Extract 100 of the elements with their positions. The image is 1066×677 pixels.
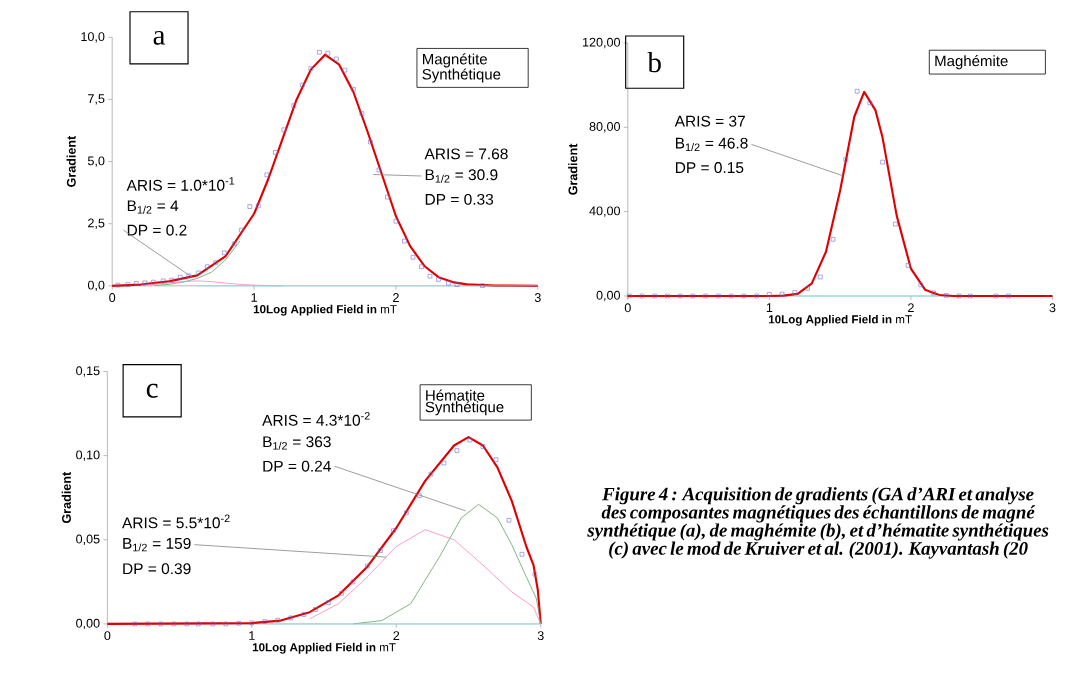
- point: [326, 600, 331, 605]
- point: [196, 621, 201, 627]
- point: [134, 281, 139, 286]
- point: [944, 293, 949, 298]
- annotation: DP = 0.39: [123, 563, 191, 575]
- annotation: b: [647, 51, 661, 73]
- x-axis-title: 10Log Applied Field in mT: [768, 314, 912, 326]
- point: [223, 621, 229, 627]
- annotation: a: [153, 30, 166, 45]
- annotation: DP = 0.33: [425, 193, 494, 205]
- point: [956, 293, 962, 299]
- point: [626, 293, 632, 299]
- point: [519, 551, 525, 557]
- point: [918, 282, 924, 287]
- point: [1006, 293, 1011, 299]
- point: [454, 448, 460, 453]
- point: [728, 293, 734, 299]
- point: [385, 194, 390, 200]
- point: [359, 111, 365, 116]
- point: [880, 159, 885, 165]
- point: [125, 282, 131, 287]
- point: [378, 548, 383, 553]
- x-tick-label: 0: [109, 293, 116, 302]
- point: [639, 293, 645, 299]
- point: [427, 273, 433, 279]
- point: [968, 293, 973, 299]
- point: [291, 103, 297, 108]
- annotation: ARIS = 37: [674, 115, 745, 127]
- point: [441, 460, 447, 466]
- annotation: DP = 0.24: [263, 460, 331, 472]
- x-tick-label: 0: [624, 303, 631, 313]
- annotation: ARIS = 5.5*10$^{-2}$: [122, 514, 230, 529]
- point: [196, 270, 201, 276]
- point: [247, 204, 253, 209]
- line-series: [309, 529, 542, 625]
- y-tick-label: 80,00: [589, 122, 621, 133]
- point: [161, 278, 166, 284]
- point: [132, 621, 138, 627]
- point: [313, 607, 318, 612]
- point: [843, 157, 849, 162]
- annotation: B$_{1/2}$ = 4: [127, 200, 179, 214]
- x-tick-label: 3: [534, 293, 541, 302]
- annotation: B$_{1/2}$ = 363: [263, 436, 331, 450]
- annotation: c: [146, 383, 158, 398]
- x-tick-label: 3: [1049, 303, 1056, 313]
- point: [767, 292, 772, 297]
- caption: Figure 4 : Acquisition de gradients (GA d’ARI et analyse des composantes magnétiques des échantillons de magné synthétique (a), de maghémite (b), et d’hématite synthétiques (c) avec le mod de Kruiver et al. (2001). Kayvantash (20: [587, 487, 1049, 559]
- annotation: B$_{1/2}$ = 30.9: [425, 169, 498, 183]
- point: [480, 283, 485, 288]
- x-tick-label: 2: [393, 293, 399, 302]
- point: [231, 241, 237, 247]
- point: [830, 236, 836, 242]
- y-tick-label: 0,0: [87, 280, 105, 291]
- point: [281, 127, 287, 132]
- y-tick-label: 5,0: [87, 156, 105, 167]
- point: [703, 293, 708, 299]
- annotation: DP = 0.2: [127, 224, 187, 236]
- point: [446, 280, 451, 286]
- x-tick-label: 1: [766, 303, 773, 312]
- point: [905, 263, 911, 268]
- point: [171, 621, 177, 627]
- point: [368, 139, 373, 145]
- point: [178, 274, 183, 280]
- point: [264, 172, 270, 177]
- point: [151, 279, 156, 285]
- point: [867, 100, 873, 105]
- point: [467, 437, 473, 443]
- point: [334, 56, 339, 62]
- y-axis-title: Gradient: [61, 471, 71, 523]
- y-tick-label: 0,00: [596, 290, 621, 302]
- point: [454, 282, 460, 287]
- point: [792, 290, 798, 295]
- point: [256, 203, 261, 208]
- point: [376, 167, 382, 173]
- x-tick-label: 0: [104, 631, 111, 641]
- point: [142, 280, 148, 286]
- point: [716, 293, 721, 299]
- y-axis-title: Gradient: [66, 135, 76, 187]
- y-tick-label: 0,15: [76, 366, 100, 377]
- point: [665, 293, 670, 299]
- annotation: B$_{1/2}$ = 46.8: [675, 137, 748, 152]
- point: [262, 619, 268, 624]
- y-tick-label: 0,05: [76, 534, 100, 545]
- point: [249, 620, 255, 626]
- y-tick-label: 10,0: [81, 32, 105, 43]
- point: [308, 66, 314, 71]
- point: [493, 457, 499, 462]
- point: [317, 49, 322, 55]
- y-tick-label: 7,5: [88, 94, 105, 105]
- point: [818, 274, 823, 280]
- point: [158, 621, 164, 627]
- point: [350, 579, 356, 585]
- x-tick-label: 2: [393, 631, 400, 640]
- x-axis-title: 10Log Applied Field in mT: [253, 304, 397, 316]
- annotation: ARIS = 1.0*10$^{-1}$: [126, 177, 235, 191]
- x-tick-label: 1: [249, 631, 255, 640]
- point: [186, 273, 192, 279]
- point: [428, 471, 434, 477]
- point: [222, 250, 227, 255]
- x-tick-label: 1: [251, 293, 257, 302]
